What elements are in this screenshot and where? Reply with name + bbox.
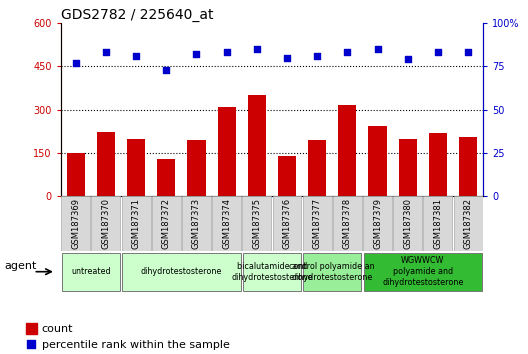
Bar xyxy=(97,132,115,196)
Text: GSM187378: GSM187378 xyxy=(343,198,352,249)
Text: GSM187374: GSM187374 xyxy=(222,198,231,249)
Bar xyxy=(423,196,452,251)
Point xyxy=(162,67,171,73)
Bar xyxy=(248,95,266,196)
Bar xyxy=(127,139,145,196)
Point xyxy=(373,46,382,52)
Bar xyxy=(182,196,211,251)
Text: WGWWCW
polyamide and
dihydrotestosterone: WGWWCW polyamide and dihydrotestosterone xyxy=(382,256,464,287)
Point xyxy=(192,51,201,57)
Bar xyxy=(122,252,241,291)
Text: GSM187375: GSM187375 xyxy=(252,198,261,249)
Text: GSM187370: GSM187370 xyxy=(101,198,110,249)
Text: GSM187377: GSM187377 xyxy=(313,198,322,249)
Bar xyxy=(26,324,36,334)
Point xyxy=(313,53,322,59)
Bar xyxy=(338,105,356,196)
Bar xyxy=(364,252,482,291)
Bar xyxy=(157,159,175,196)
Bar xyxy=(393,196,422,251)
Bar xyxy=(278,156,296,196)
Bar xyxy=(303,196,332,251)
Bar xyxy=(429,133,447,196)
Text: bicalutamide and
dihydrotestosterone: bicalutamide and dihydrotestosterone xyxy=(231,262,313,282)
Point xyxy=(403,57,412,62)
Text: GSM187380: GSM187380 xyxy=(403,198,412,249)
Bar xyxy=(399,139,417,196)
Bar xyxy=(62,252,120,291)
Text: control polyamide an
dihydrotestosterone: control polyamide an dihydrotestosterone xyxy=(289,262,375,282)
Bar xyxy=(67,153,85,196)
Bar xyxy=(212,196,241,251)
Bar xyxy=(243,252,301,291)
Bar xyxy=(187,140,205,196)
Point xyxy=(72,60,80,66)
Point xyxy=(27,342,35,347)
Text: count: count xyxy=(42,324,73,334)
Text: GSM187379: GSM187379 xyxy=(373,198,382,249)
Text: dihydrotestosterone: dihydrotestosterone xyxy=(141,267,222,276)
Bar xyxy=(121,196,150,251)
Bar xyxy=(459,137,477,196)
Point xyxy=(464,50,472,55)
Bar xyxy=(272,196,301,251)
Text: GSM187373: GSM187373 xyxy=(192,198,201,249)
Bar xyxy=(218,107,235,196)
Bar xyxy=(454,196,483,251)
Bar xyxy=(308,140,326,196)
Bar xyxy=(152,196,181,251)
Point xyxy=(343,50,352,55)
Point xyxy=(283,55,291,61)
Text: GSM187381: GSM187381 xyxy=(433,198,442,249)
Point xyxy=(102,50,110,55)
Point xyxy=(222,50,231,55)
Bar xyxy=(369,126,386,196)
Text: GSM187371: GSM187371 xyxy=(131,198,140,249)
Text: GDS2782 / 225640_at: GDS2782 / 225640_at xyxy=(61,8,213,22)
Text: percentile rank within the sample: percentile rank within the sample xyxy=(42,340,229,350)
Text: GSM187369: GSM187369 xyxy=(71,198,80,249)
Text: GSM187382: GSM187382 xyxy=(464,198,473,249)
Bar xyxy=(363,196,392,251)
Text: agent: agent xyxy=(5,261,37,270)
Point xyxy=(252,46,261,52)
Point xyxy=(132,53,140,59)
Text: GSM187372: GSM187372 xyxy=(162,198,171,249)
Bar xyxy=(61,196,90,251)
Bar xyxy=(91,196,120,251)
Bar xyxy=(303,252,361,291)
Text: GSM187376: GSM187376 xyxy=(282,198,291,249)
Text: untreated: untreated xyxy=(71,267,111,276)
Bar xyxy=(333,196,362,251)
Bar xyxy=(242,196,271,251)
Point xyxy=(433,50,442,55)
